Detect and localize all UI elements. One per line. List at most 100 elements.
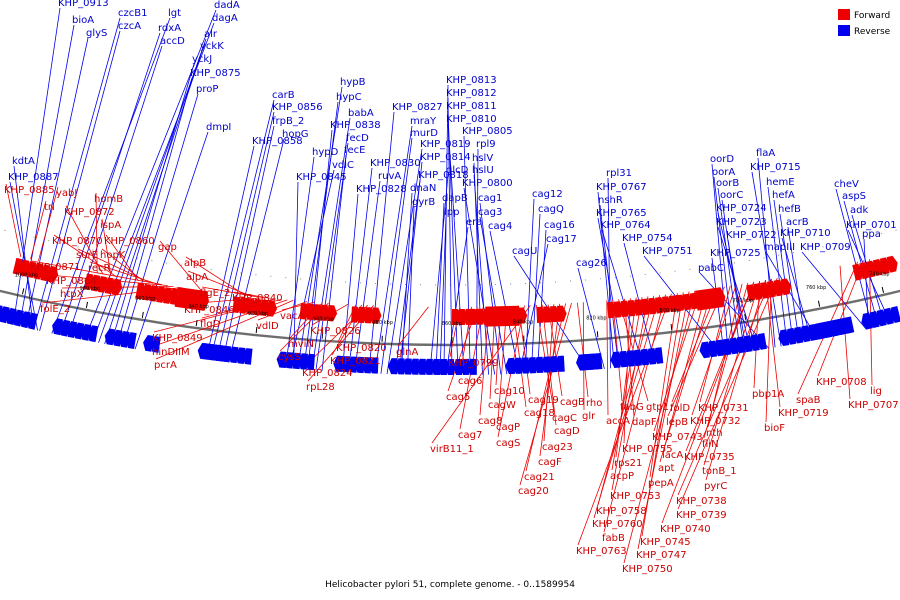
gene-label: cag10 [494, 386, 525, 397]
gene-label: flaA [756, 148, 775, 159]
label-leader-line [606, 300, 609, 416]
gene-feature [576, 353, 599, 371]
gene-label: yabJ [56, 188, 77, 199]
label-leader-line [307, 129, 333, 370]
label-leader-line [65, 205, 104, 275]
label-leader-line [429, 174, 449, 375]
label-leader-line [519, 302, 572, 486]
tick-label: 760 kbp [806, 285, 826, 291]
gene-label: hypB [340, 77, 366, 88]
gene-feature [197, 342, 229, 363]
gene-feature [519, 357, 530, 374]
gene-label: folD [670, 403, 690, 414]
gene-label: rps21 [614, 458, 642, 469]
gene-label: cagU [512, 246, 537, 257]
legend-forward-swatch [838, 9, 850, 20]
gene-label: KHP_0864 [46, 276, 97, 287]
gene-label: KHP_0709 [800, 242, 851, 253]
label-leader-line [9, 181, 38, 331]
gene-label: KHP_0856 [272, 102, 323, 113]
gene-label: KHP_0805 [462, 126, 513, 137]
gene-feature [276, 351, 287, 368]
label-leader-line [67, 45, 163, 337]
gene-label: KHP_0887 [8, 172, 59, 183]
label-leader-line [597, 295, 655, 506]
diagram-caption: Helicobacter pylori 51, complete genome.… [325, 580, 575, 590]
tick-mark [817, 300, 821, 307]
gene-feature [143, 334, 154, 352]
gene-label: KHP_0846 [184, 305, 235, 316]
gene-feature [174, 286, 209, 311]
gene-label: frpB_2 [272, 116, 304, 127]
gene-label: KHP_0799 [448, 358, 499, 369]
gene-label: czcB1 [118, 8, 147, 19]
gene-label: murD [410, 128, 438, 139]
gene-feature [87, 325, 99, 343]
label-leader-line [623, 290, 696, 564]
tick-mark [85, 301, 89, 308]
gene-label: nshR [598, 195, 623, 206]
label-leader-line [380, 137, 413, 374]
label-leader-line [659, 288, 714, 463]
gene-feature [111, 278, 123, 296]
gene-label: vdlD [256, 321, 279, 332]
gene-label: cag20 [518, 486, 549, 497]
label-leader-line [30, 200, 47, 260]
gene-feature [368, 357, 379, 374]
gene-feature [402, 358, 412, 375]
gene-label: KHP_0860 [104, 236, 155, 247]
label-leader-line [653, 289, 702, 432]
gene-label: cag12 [532, 189, 563, 200]
gene-feature [713, 339, 725, 357]
label-leader-line [5, 183, 22, 257]
gene-label: KHP_0740 [660, 524, 711, 535]
gene-label: rpl31 [606, 168, 632, 179]
gene-label: lgt [168, 8, 181, 19]
label-leader-line [767, 186, 788, 346]
gene-label: hemE [766, 177, 795, 188]
label-leader-line [431, 305, 531, 444]
tick-label: 820 kbp [586, 315, 606, 321]
label-leader-line [187, 270, 253, 297]
label-leader-line [524, 198, 535, 374]
gene-label: pbp1A [752, 389, 784, 400]
gene-label: cagC [552, 413, 577, 424]
label-leader-line [835, 188, 873, 329]
label-leader-line [577, 267, 605, 369]
gene-label: yckK [200, 41, 224, 52]
gene-feature [512, 357, 523, 374]
gene-label: KHP_0824 [302, 368, 353, 379]
gene-feature [347, 356, 358, 373]
gene-label: rpl9 [476, 139, 496, 150]
label-leader-line [257, 301, 308, 321]
label-leader-line [597, 191, 615, 369]
gene-label: tonB_1 [702, 466, 737, 477]
gene-label: ppa [862, 229, 881, 240]
gene-label: lpp [444, 207, 459, 218]
gene-label: bioF [764, 423, 785, 434]
gene-label: KHP_0755 [622, 444, 673, 455]
gene-label: aspS [842, 191, 866, 202]
gene-label: lig [870, 386, 882, 397]
gene-label: cag16 [544, 220, 575, 231]
gene-label: KHP_0819 [420, 139, 471, 150]
legend-reverse-label: Reverse [854, 27, 891, 37]
label-leader-line [110, 63, 195, 346]
label-leader-line [368, 111, 395, 374]
gene-label: alpB [184, 258, 206, 269]
gene-label: KHP_0723 [716, 217, 767, 228]
gene-label: KHP_0765 [596, 208, 647, 219]
gene-label: lepB [666, 417, 688, 428]
gene-feature [459, 358, 470, 375]
label-leader-line [400, 192, 413, 375]
gene-label: cag21 [524, 472, 555, 483]
gene-label: trl [44, 202, 55, 213]
tick-mark [21, 288, 25, 295]
tick-label: 960 kbp [135, 296, 155, 302]
gene-label: hypD [312, 147, 339, 158]
gene-feature [695, 287, 726, 311]
label-leader-line [354, 180, 381, 373]
gene-feature [780, 278, 792, 296]
label-leader-line [51, 17, 171, 334]
tick-label: 900 kbp [313, 317, 333, 323]
